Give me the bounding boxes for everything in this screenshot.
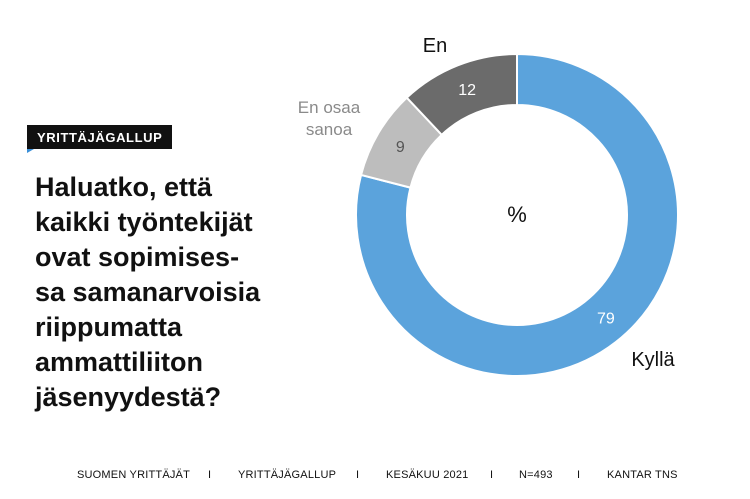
footer-provider: KANTAR TNS xyxy=(607,469,678,481)
question-line: kaikki työntekijät xyxy=(35,207,253,237)
footer-separator: I xyxy=(356,469,360,481)
survey-question: Haluatko, että kaikki työntekijät ovat s… xyxy=(35,170,335,415)
badge-accent-tick xyxy=(27,149,34,153)
slice-label-en-osaa-sanoa: En osaa sanoa xyxy=(298,98,361,139)
chart-center-label: % xyxy=(507,202,527,227)
slice-value-kylla: 79 xyxy=(597,310,615,327)
question-line: sa samanarvoisia xyxy=(35,277,261,307)
footer-separator: I xyxy=(577,469,581,481)
slice-label-en: En xyxy=(423,35,447,57)
slice-label-kylla: Kyllä xyxy=(631,349,675,371)
footer-series: YRITTÄJÄGALLUP xyxy=(238,469,337,481)
footer-separator: I xyxy=(490,469,494,481)
question-line: jäsenyydestä? xyxy=(35,382,222,412)
question-line: ammattiliiton xyxy=(35,347,204,377)
category-badge: YRITTÄJÄGALLUP xyxy=(27,125,173,153)
slice-value-en: 12 xyxy=(458,82,476,99)
footer-separator: I xyxy=(208,469,212,481)
footer-sample-size: N=493 xyxy=(519,469,553,481)
footer: SUOMEN YRITTÄJÄT I YRITTÄJÄGALLUP I KESÄ… xyxy=(0,469,750,483)
question-line: ovat sopimises- xyxy=(35,242,240,272)
category-badge-label: YRITTÄJÄGALLUP xyxy=(27,125,173,149)
donut-slice-en xyxy=(405,52,518,137)
donut-slice-kylla xyxy=(355,52,679,377)
slice-value-en-osaa-sanoa: 9 xyxy=(396,139,405,156)
question-line: riippumatta xyxy=(35,312,183,342)
footer-date: KESÄKUU 2021 xyxy=(386,469,469,481)
footer-source: SUOMEN YRITTÄJÄT xyxy=(77,469,191,481)
question-line: Haluatko, että xyxy=(35,172,213,202)
